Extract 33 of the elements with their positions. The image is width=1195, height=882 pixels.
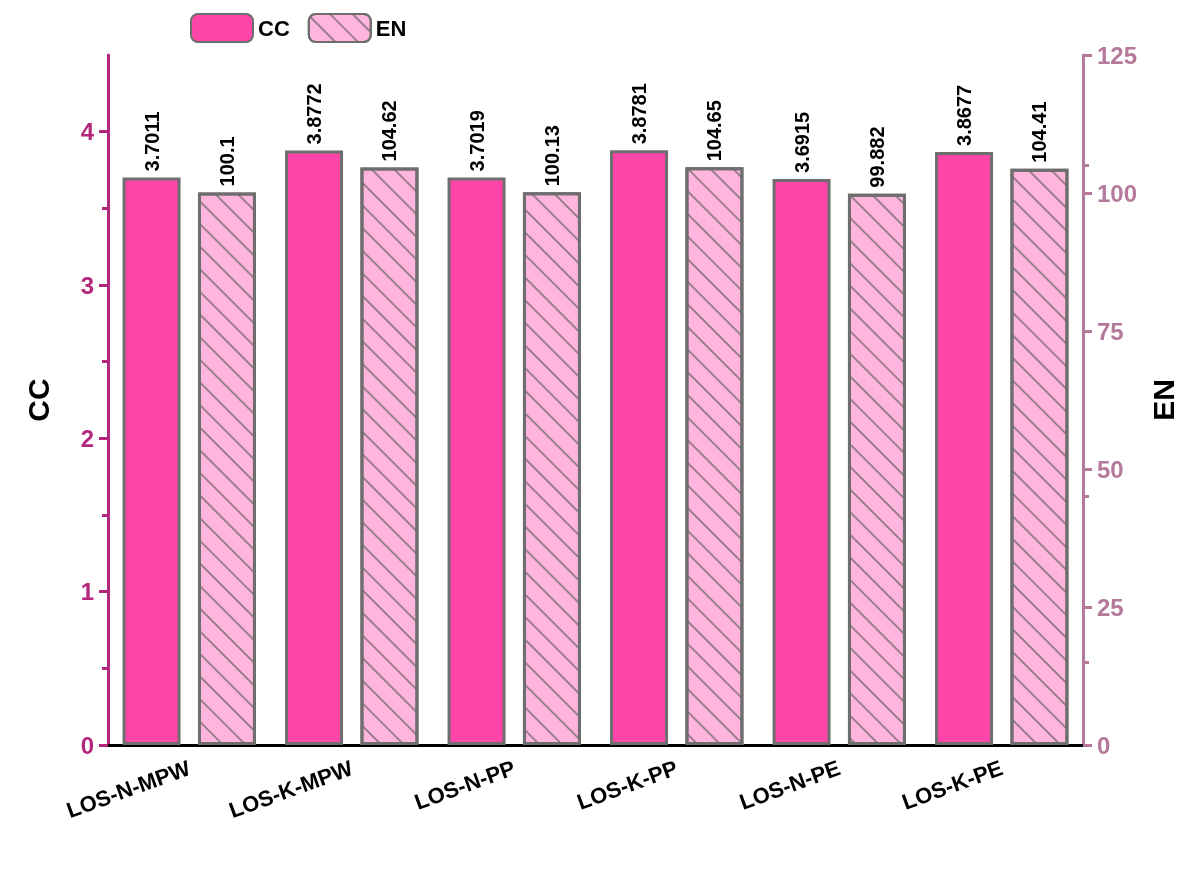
- y2-tick-label: 25: [1097, 593, 1124, 621]
- y2-tick-label: 100: [1097, 179, 1138, 207]
- bar: [285, 150, 344, 745]
- legend-label: CC: [258, 15, 290, 41]
- legend-label: EN: [375, 15, 407, 41]
- bar: [935, 151, 994, 745]
- data-label: 3.8772: [303, 83, 326, 145]
- y-tick-label: 4: [80, 118, 95, 146]
- bar: [122, 177, 181, 745]
- y2-tick-label: 75: [1097, 317, 1124, 345]
- data-label: 104.41: [1028, 101, 1051, 163]
- data-label: 104.65: [703, 100, 726, 162]
- y-tick-label: 1: [80, 578, 94, 606]
- y-tick-label: 2: [80, 424, 94, 452]
- data-label: 100.1: [215, 136, 238, 187]
- data-label: 99.882: [865, 126, 888, 188]
- y2-axis-title: EN: [1146, 379, 1180, 421]
- data-label: 3.8677: [953, 84, 976, 146]
- y-axis-title: CC: [21, 378, 55, 422]
- y-tick-label: 0: [80, 731, 94, 759]
- bar: [610, 150, 669, 745]
- data-label: 100.13: [540, 125, 563, 187]
- data-label: 3.8781: [628, 83, 651, 145]
- bar: [447, 177, 506, 745]
- data-label: 3.7019: [465, 110, 488, 172]
- y-tick-label: 3: [80, 271, 94, 299]
- y2-tick-label: 50: [1097, 455, 1124, 483]
- data-label: 3.6915: [790, 111, 813, 173]
- data-label: 3.7011: [140, 111, 163, 172]
- y2-tick-label: 125: [1097, 41, 1138, 69]
- data-label: 104.62: [378, 100, 401, 162]
- bar: [772, 178, 831, 745]
- y2-tick-label: 0: [1097, 731, 1111, 759]
